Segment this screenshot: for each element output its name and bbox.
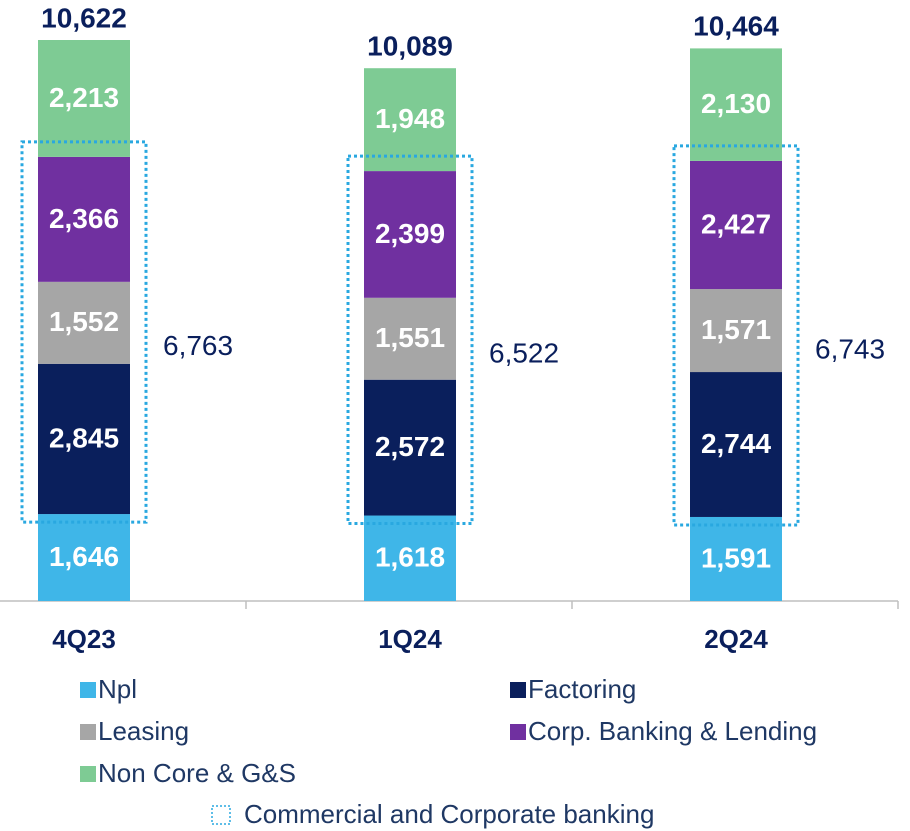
value-label: 2,130 <box>701 88 771 119</box>
bar-segment <box>364 379 456 516</box>
legend-label: Commercial and Corporate banking <box>244 799 654 829</box>
bar-segment <box>38 363 130 515</box>
total-label: 10,622 <box>41 2 127 33</box>
x-tick-label: 4Q23 <box>52 624 116 654</box>
value-label: 2,366 <box>49 203 119 234</box>
bar-segment <box>690 160 782 290</box>
total-label: 10,089 <box>367 31 453 62</box>
legend-label: Corp. Banking & Lending <box>528 716 817 746</box>
legend-swatch <box>510 724 526 740</box>
commercial-box <box>346 154 474 526</box>
value-label: 2,213 <box>49 82 119 113</box>
value-label: 1,591 <box>701 542 771 573</box>
x-tick-label: 1Q24 <box>378 624 442 654</box>
bar-segment <box>38 514 130 601</box>
x-tick-label: 2Q24 <box>704 624 768 654</box>
value-label: 2,427 <box>701 208 771 239</box>
value-label: 2,572 <box>375 431 445 462</box>
value-label: 2,744 <box>701 428 771 459</box>
bar-segment <box>38 281 130 364</box>
total-label: 10,464 <box>693 11 779 42</box>
bar-segment <box>364 297 456 380</box>
value-label: 1,618 <box>375 542 445 573</box>
legend-swatch <box>80 766 96 782</box>
value-label: 1,646 <box>49 541 119 572</box>
bar-segment <box>690 516 782 601</box>
value-label: 1,552 <box>49 306 119 337</box>
bar-segment <box>38 40 130 157</box>
bar-segment <box>364 68 456 172</box>
legend-label: Npl <box>98 674 137 704</box>
legend-label: Non Core & G&S <box>98 758 296 788</box>
legend-swatch <box>80 724 96 740</box>
bar-segment <box>38 156 130 282</box>
bar-segment <box>690 289 782 373</box>
value-label: 2,399 <box>375 218 445 249</box>
commercial-box <box>672 144 800 527</box>
commercial-label: 6,763 <box>163 330 233 361</box>
legend-label: Leasing <box>98 716 189 746</box>
commercial-box <box>20 140 148 524</box>
bar-segment <box>690 48 782 161</box>
value-label: 1,948 <box>375 103 445 134</box>
bar-segment <box>364 515 456 601</box>
legend-label: Factoring <box>528 674 636 704</box>
value-label: 1,571 <box>701 314 771 345</box>
commercial-label: 6,743 <box>815 333 885 364</box>
bar-segment <box>364 171 456 298</box>
commercial-label: 6,522 <box>489 338 559 369</box>
value-label: 2,845 <box>49 422 119 453</box>
legend-swatch <box>211 805 231 825</box>
legend-swatch <box>510 682 526 698</box>
value-label: 1,551 <box>375 322 445 353</box>
bar-segment <box>690 372 782 517</box>
legend-swatch <box>80 682 96 698</box>
